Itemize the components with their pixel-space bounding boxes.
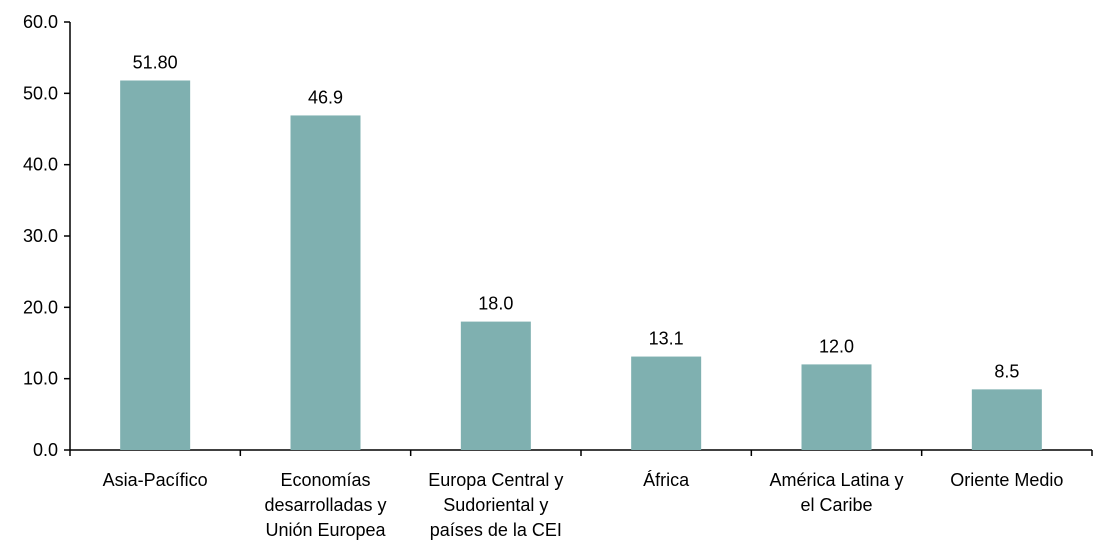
category-label-line: Oriente Medio <box>950 470 1063 490</box>
y-axis: 0.0 10.0 20.0 30.0 40.0 50.0 60.0 <box>23 12 71 460</box>
bar <box>971 389 1042 450</box>
bar <box>631 356 702 450</box>
bar <box>290 115 361 451</box>
data-label: 51.80 <box>133 52 178 72</box>
category-labels: Asia-Pacífico Economías desarrolladas y Uni… <box>103 470 1064 540</box>
bars <box>120 80 1042 451</box>
category-label: Europa Central y Sudoriental y países de l… <box>428 470 563 540</box>
category-label-line: Unión Europea <box>265 520 386 540</box>
category-label: América Latina y el Caribe <box>769 470 903 515</box>
category-label: Asia-Pacífico <box>103 470 208 490</box>
category-label-line: África <box>643 470 690 490</box>
category-label-line: América Latina y <box>769 470 903 490</box>
y-tick-label: 20.0 <box>23 297 58 317</box>
data-label: 13.1 <box>649 329 684 349</box>
y-tick-label: 60.0 <box>23 12 58 32</box>
category-label: Economías desarrolladas y Unión Europea <box>264 470 386 540</box>
category-label: Oriente Medio <box>950 470 1063 490</box>
category-label-line: Economías <box>280 470 370 490</box>
y-tick-label: 30.0 <box>23 226 58 246</box>
y-tick-label: 10.0 <box>23 369 58 389</box>
category-label-line: el Caribe <box>800 495 872 515</box>
category-label-line: Asia-Pacífico <box>103 470 208 490</box>
category-label-line: desarrolladas y <box>264 495 386 515</box>
data-labels: 51.80 46.9 18.0 13.1 12.0 8.5 <box>133 52 1020 381</box>
category-label-line: Sudoriental y <box>443 495 548 515</box>
y-tick-label: 40.0 <box>23 155 58 175</box>
data-label: 18.0 <box>478 294 513 314</box>
bar <box>460 321 531 450</box>
category-label: África <box>643 470 690 490</box>
bar <box>801 364 872 450</box>
data-label: 46.9 <box>308 87 343 107</box>
bar <box>120 80 191 450</box>
x-axis <box>69 449 1093 456</box>
data-label: 8.5 <box>994 361 1019 381</box>
data-label: 12.0 <box>819 336 854 356</box>
category-label-line: países de la CEI <box>430 520 562 540</box>
y-tick-label: 0.0 <box>33 440 58 460</box>
category-label-line: Europa Central y <box>428 470 563 490</box>
y-tick-label: 50.0 <box>23 83 58 103</box>
